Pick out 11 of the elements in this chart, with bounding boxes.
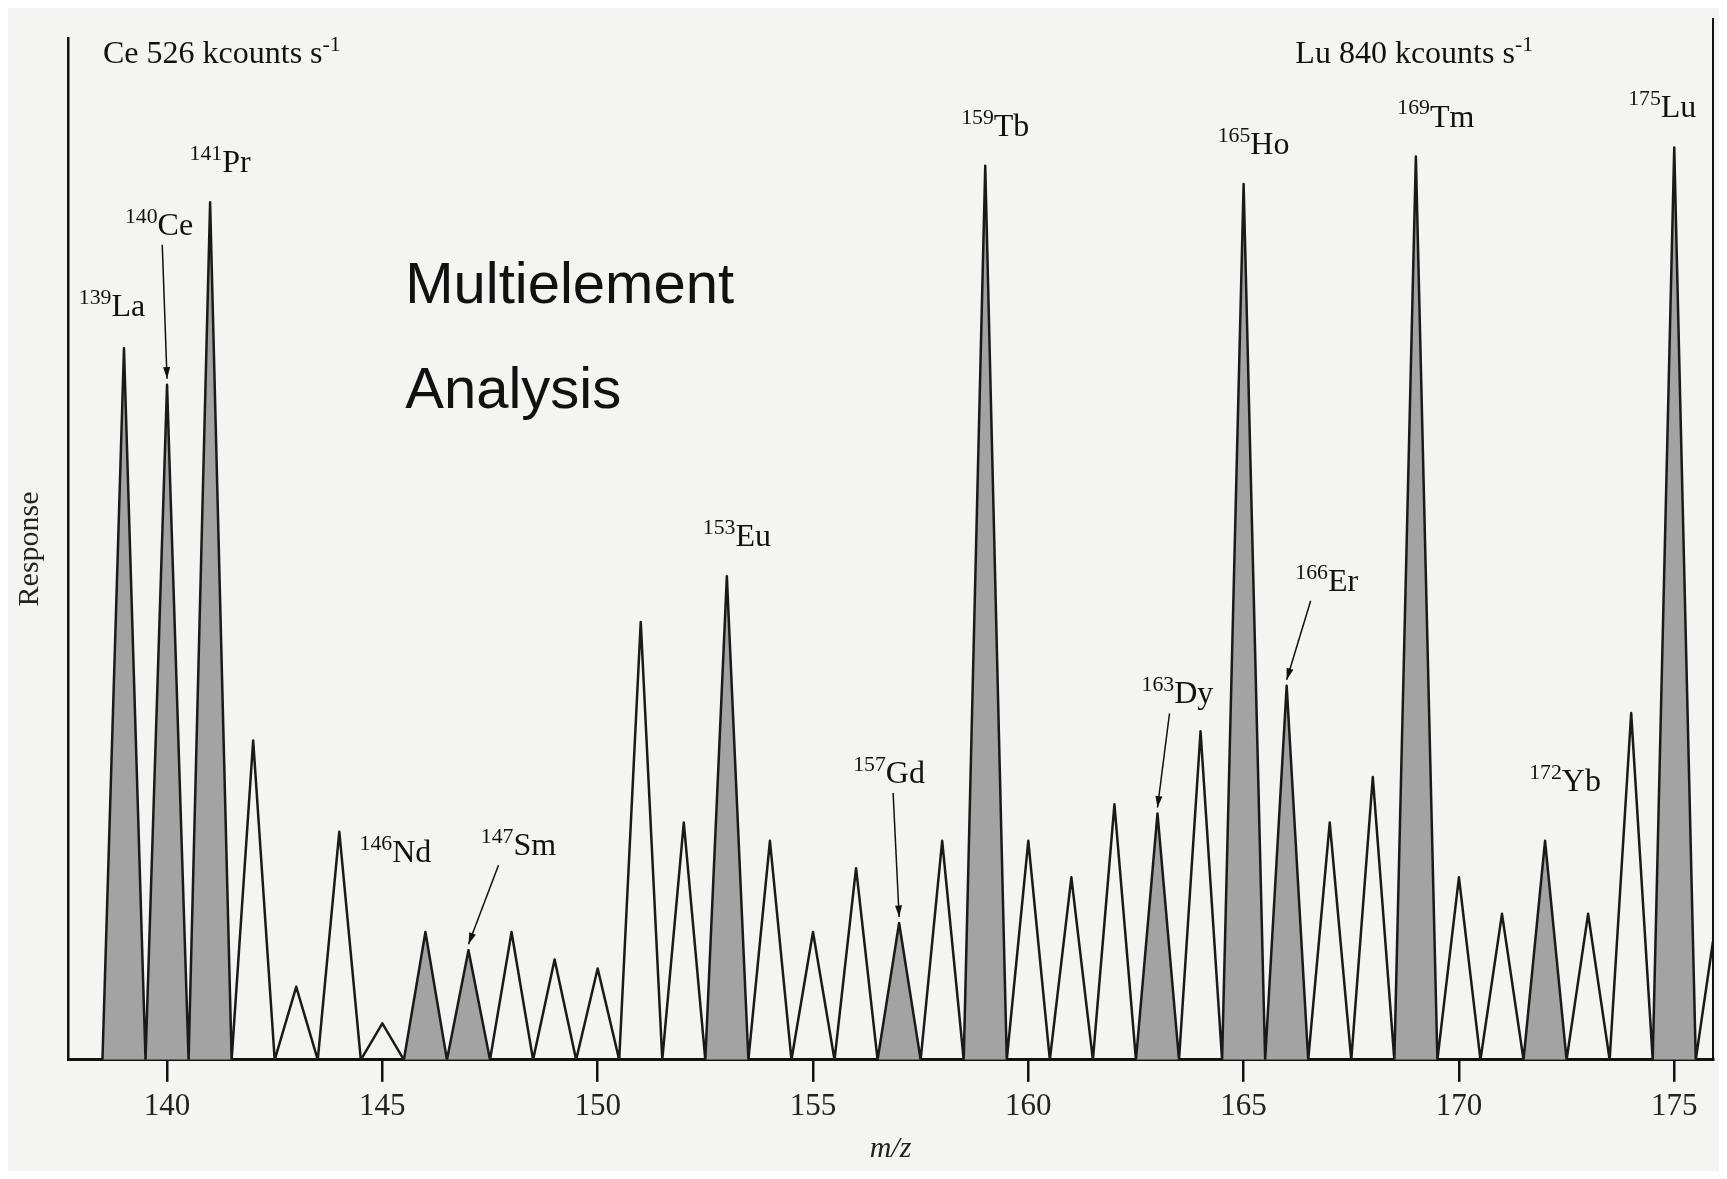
x-tick-label: 140 xyxy=(143,1086,191,1122)
x-tick-label: 160 xyxy=(1005,1086,1052,1122)
x-tick-label: 165 xyxy=(1220,1086,1267,1122)
text: Multielement Analysis xyxy=(405,250,735,420)
x-tick-label: 170 xyxy=(1435,1086,1483,1122)
x-tick-label: 175 xyxy=(1650,1086,1698,1122)
y-axis-title: Response xyxy=(10,491,44,607)
x-tick-label: 150 xyxy=(574,1086,621,1122)
x-axis-title: m/z xyxy=(869,1129,912,1163)
x-tick-label: 155 xyxy=(789,1086,837,1122)
x-tick-label: 145 xyxy=(359,1086,406,1122)
